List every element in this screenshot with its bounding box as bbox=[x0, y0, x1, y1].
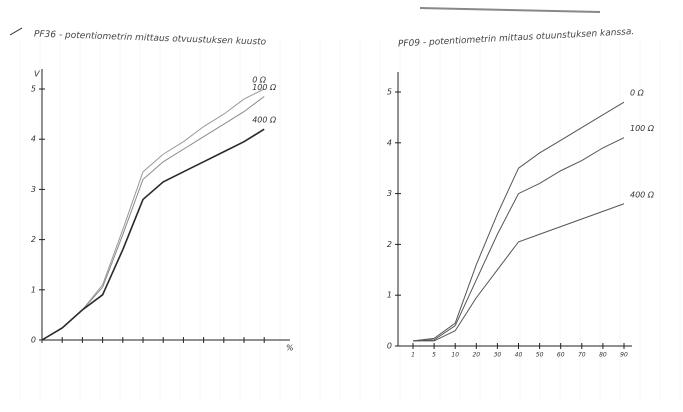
y-tick-label: 2 bbox=[31, 235, 36, 244]
x-tick-label: 5 bbox=[432, 352, 436, 359]
series-line bbox=[412, 101, 625, 342]
y-tick-label: 0 bbox=[387, 342, 392, 351]
x-tick-label: 30 bbox=[494, 352, 502, 359]
y-tick-label: 4 bbox=[31, 135, 36, 144]
legend-label: 100 Ω bbox=[630, 124, 655, 133]
y-tick-label: 2 bbox=[387, 240, 392, 249]
y-tick-label: 1 bbox=[387, 291, 392, 300]
x-tick-label: 10 bbox=[451, 352, 459, 359]
y-tick-label: 5 bbox=[387, 88, 392, 97]
x-tick-label: 80 bbox=[599, 352, 607, 359]
x-axis-label: % bbox=[286, 344, 294, 353]
y-tick-label: 5 bbox=[31, 85, 36, 94]
x-tick-label: 70 bbox=[578, 352, 586, 359]
y-tick-label: 0 bbox=[31, 336, 36, 345]
x-tick-label: 1 bbox=[411, 352, 415, 359]
legend-label: 0 Ω bbox=[630, 89, 645, 98]
y-tick-label: 3 bbox=[387, 189, 392, 198]
legend-label: 0 Ω bbox=[252, 76, 267, 85]
series-line bbox=[413, 203, 625, 342]
series-line bbox=[412, 137, 625, 342]
legend-label: 100 Ω bbox=[252, 83, 277, 92]
y-tick-label: 3 bbox=[31, 185, 36, 194]
x-tick-label: 90 bbox=[620, 352, 628, 359]
x-tick-label: 60 bbox=[557, 352, 565, 359]
x-tick-label: 20 bbox=[472, 352, 480, 359]
legend-label: 400 Ω bbox=[252, 116, 277, 125]
legend-label: 400 Ω bbox=[630, 190, 655, 199]
page-edge bbox=[419, 7, 601, 13]
y-tick-label: 1 bbox=[31, 285, 36, 294]
pen-stroke bbox=[9, 27, 23, 36]
series-line bbox=[41, 128, 265, 341]
x-tick-label: 40 bbox=[515, 352, 523, 359]
x-tick-label: 50 bbox=[536, 352, 544, 359]
y-axis-label: V bbox=[34, 70, 40, 79]
y-tick-label: 4 bbox=[387, 138, 392, 147]
